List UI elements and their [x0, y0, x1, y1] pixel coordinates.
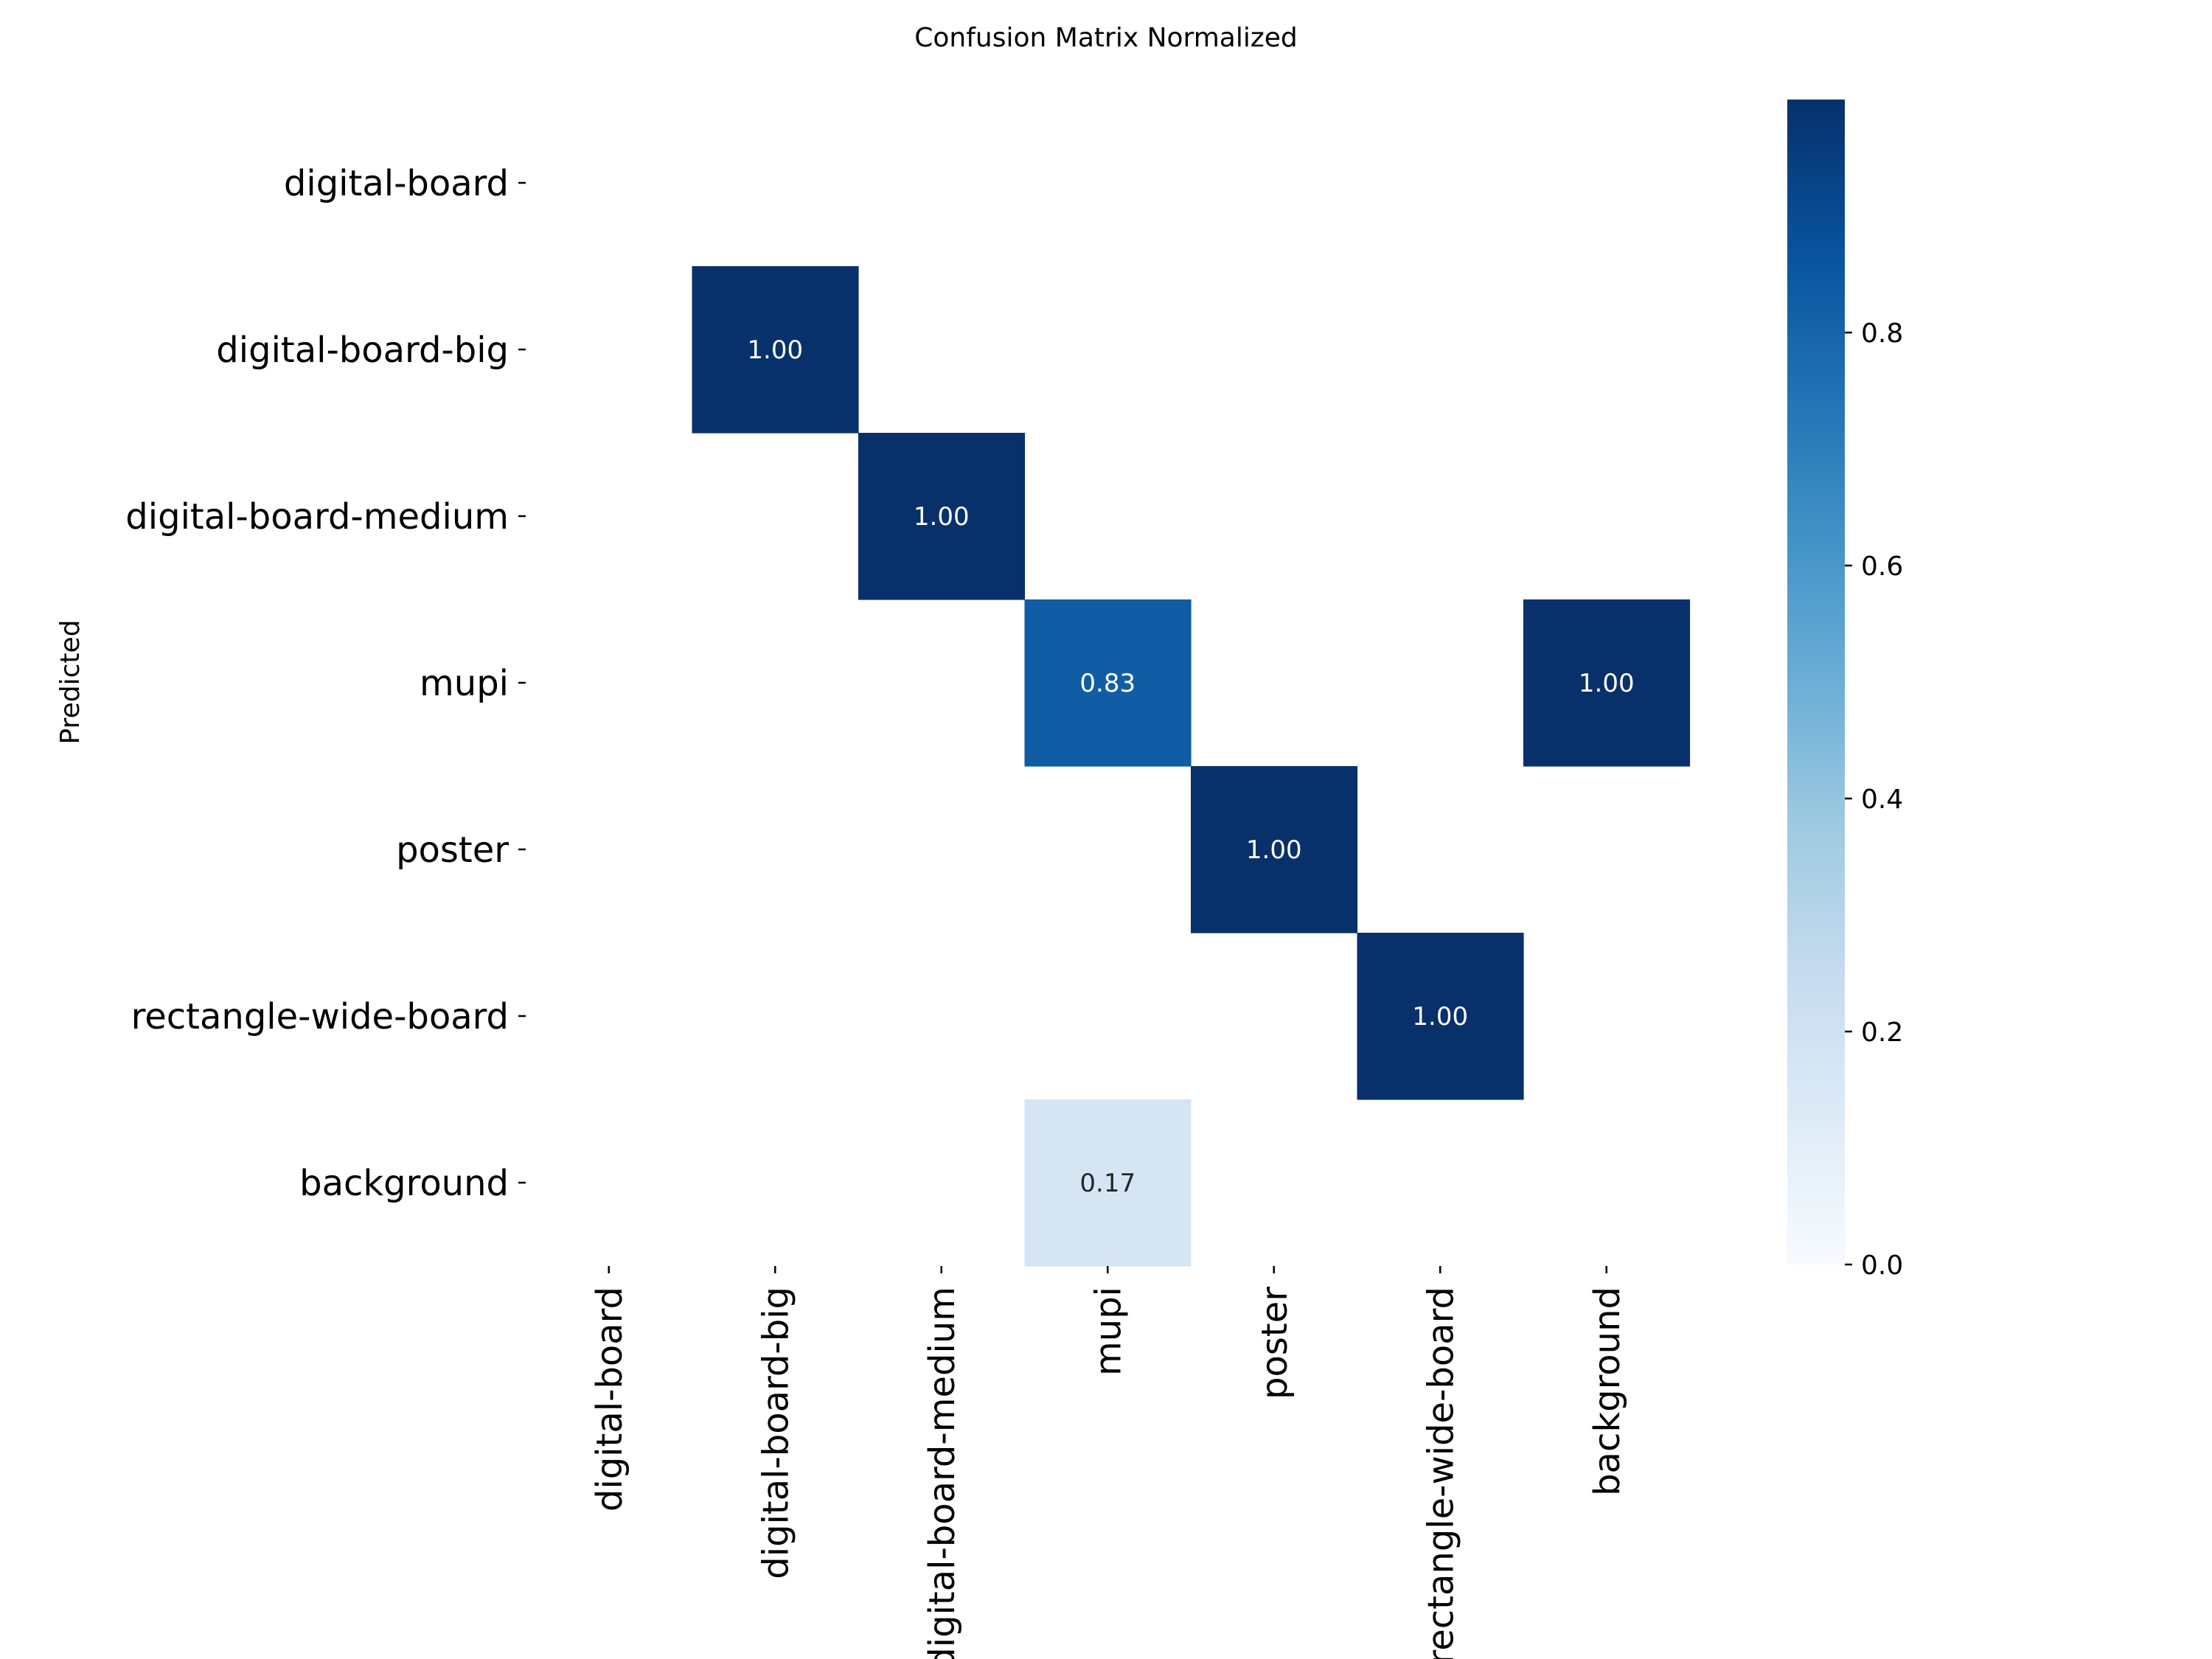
x-tick-label-4: poster: [1254, 1287, 1295, 1399]
cell-label-5-5: 1.00: [1412, 1002, 1468, 1032]
x-tick-label-1: digital-board-big: [755, 1287, 796, 1579]
colorbar: [1787, 100, 1845, 1265]
y-tick-label-5: rectangle-wide-board: [131, 996, 509, 1037]
colorbar-tick-label-3: 0.6: [1861, 552, 1903, 582]
colorbar-tick-label-0: 0.0: [1861, 1251, 1903, 1281]
x-tick-label-0: digital-board: [589, 1287, 630, 1512]
cell-label-1-1: 1.00: [747, 335, 803, 365]
x-tick-label-5: rectangle-wide-board: [1420, 1287, 1461, 1659]
chart-title: Confusion Matrix Normalized: [914, 23, 1297, 53]
cell-label-6-3: 0.17: [1079, 1169, 1135, 1198]
y-tick-label-2: digital-board-medium: [125, 496, 509, 538]
y-axis-ticks: digital-board digital-board-big digital-bo…: [125, 163, 526, 1204]
colorbar-tick-label-2: 0.4: [1861, 785, 1903, 815]
colorbar-tick-label-1: 0.2: [1861, 1018, 1903, 1048]
colorbar-tick-label-4: 0.8: [1861, 319, 1903, 349]
heatmap-cell-5-5: [1357, 933, 1524, 1100]
cell-label-2-2: 1.00: [914, 502, 970, 532]
y-tick-label-6: background: [299, 1163, 509, 1204]
cell-label-3-3: 0.83: [1079, 669, 1135, 698]
heatmap-cell-3-6: [1523, 599, 1691, 767]
y-tick-label-1: digital-board-big: [216, 330, 509, 371]
x-tick-label-2: digital-board-medium: [922, 1287, 963, 1659]
heatmap-cell-1-1: [692, 266, 859, 434]
heatmap-cell-2-2: [858, 433, 1026, 600]
heatmap-cell-labels: 1.00 1.00 0.83 1.00 1.00 1.00 0.17: [747, 335, 1634, 1198]
y-tick-label-4: poster: [396, 830, 509, 871]
cell-label-3-6: 1.00: [1579, 669, 1635, 698]
colorbar-gradient: [1787, 100, 1845, 1265]
heatmap-cell-3-3: [1024, 599, 1192, 767]
y-axis-label: Predicted: [55, 620, 86, 745]
heatmap-cell-4-4: [1191, 766, 1358, 933]
x-axis-ticks: digital-board digital-board-big digital-bo…: [589, 1266, 1628, 1659]
y-tick-label-3: mupi: [420, 663, 509, 704]
x-tick-label-3: mupi: [1088, 1287, 1129, 1376]
heatmap-cell-6-3: [1024, 1099, 1192, 1267]
heatmap-cells: [692, 266, 1691, 1267]
colorbar-ticks: 0.0 0.2 0.4 0.6 0.8: [1845, 319, 1903, 1281]
cell-label-4-4: 1.00: [1246, 835, 1302, 865]
x-tick-label-6: background: [1587, 1287, 1628, 1496]
y-tick-label-0: digital-board: [284, 163, 509, 204]
